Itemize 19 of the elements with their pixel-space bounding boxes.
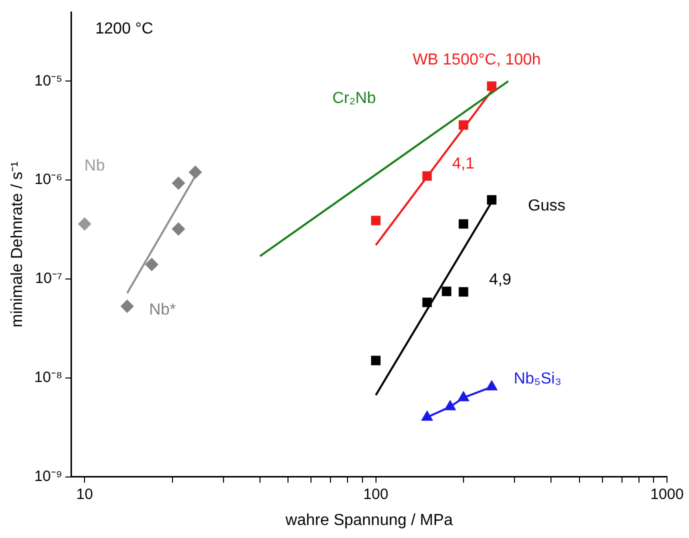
series-label: Nb₅Si₃ [514,370,562,388]
text: Guss [528,197,566,214]
y-tick-label: 10⁻⁶ [34,171,62,188]
y-tick-label: 10⁻⁹ [34,468,62,485]
y-tick-label: 10⁻⁷ [35,270,62,288]
x-tick-label: 100 [363,486,388,503]
annotation: 1200 °C [95,20,154,38]
y-tick-label: 10⁻⁵ [34,72,62,90]
x-tick-label: 10 [76,486,93,503]
series-label: WB 1500°C, 100h [412,52,541,69]
text: Nb [84,157,105,174]
x-axis-title: wahre Spannung / MPa [284,512,453,529]
series-label: Nb* [149,302,176,319]
annotation: 4,1 [452,155,474,172]
y-axis-title: minimale Dehnrate / s⁻¹ [9,161,26,328]
text: Cr₂Nb [332,90,376,108]
annotation: 4,9 [489,272,512,289]
y-tick-label: 10⁻⁸ [34,369,62,386]
x-tick-label: 1000 [650,486,684,503]
